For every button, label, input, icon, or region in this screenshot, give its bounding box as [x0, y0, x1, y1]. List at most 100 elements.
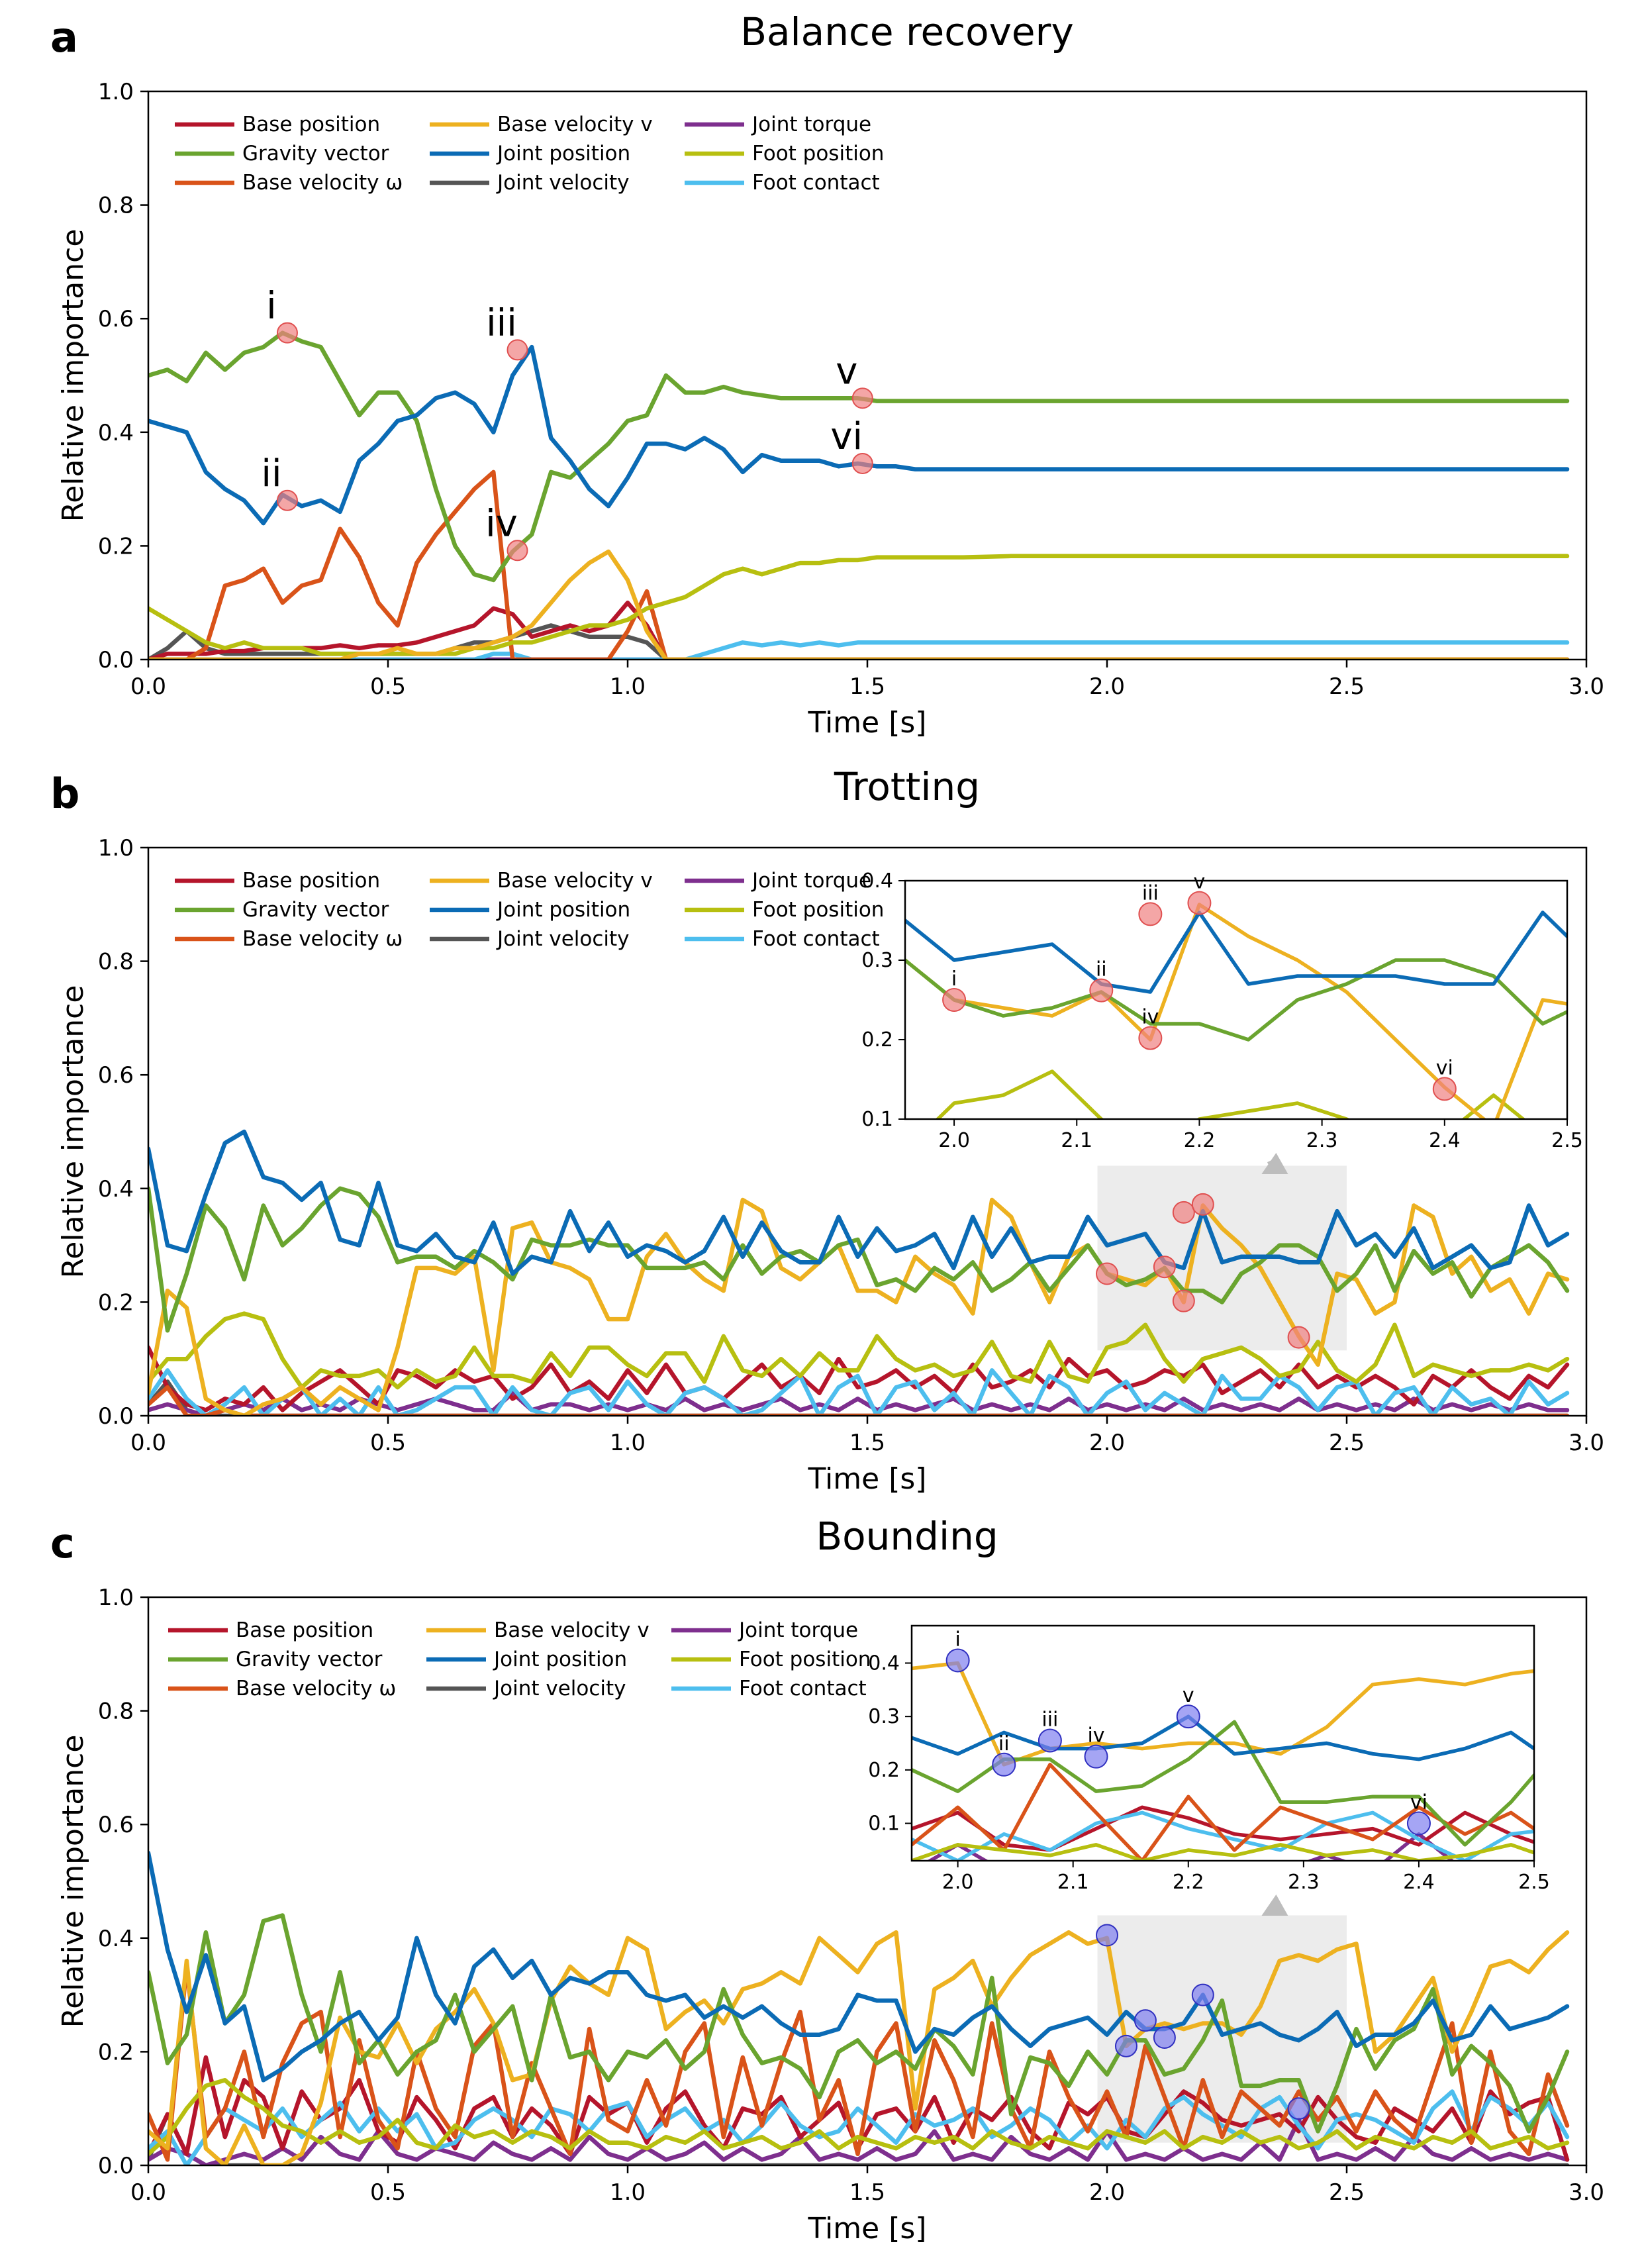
inset-marker-label: ii — [998, 1732, 1010, 1755]
series-line-foot-contact — [148, 1368, 1570, 1416]
y-tick-label: 0.6 — [98, 306, 134, 332]
marker-label: v — [836, 350, 857, 393]
panel-label: b — [50, 769, 79, 818]
marker-label: vi — [830, 415, 863, 458]
series-line-base-velocity-v — [148, 549, 1570, 660]
legend-label: Base velocity ω — [236, 1677, 396, 1701]
x-tick-label: 0.5 — [370, 1430, 406, 1456]
inset-x-tick-label: 2.2 — [1184, 1129, 1216, 1152]
x-tick-label: 3.0 — [1569, 673, 1604, 700]
inset-marker-vi — [1406, 1811, 1431, 1836]
inset-marker-label: iii — [1041, 1708, 1058, 1731]
y-tick-label: 0.0 — [98, 2153, 134, 2179]
inset-marker-iii — [1038, 1728, 1062, 1753]
y-tick-label: 1.0 — [98, 1585, 134, 1611]
legend-label: Foot contact — [752, 927, 880, 951]
inset-marker-ii — [992, 1752, 1016, 1777]
legend-label: Joint torque — [751, 869, 871, 893]
zoom-arrow-head — [1261, 1895, 1288, 1916]
inset-series-group — [905, 903, 1567, 1119]
inset-y-tick-label: 0.3 — [868, 1705, 900, 1728]
inset-x-tick-label: 2.5 — [1518, 1871, 1550, 1894]
legend-label: Base velocity ω — [242, 171, 403, 195]
y-tick-label: 0.0 — [98, 647, 134, 673]
inset-background — [905, 881, 1567, 1119]
legend-label: Gravity vector — [242, 142, 389, 166]
marker-ii — [1114, 2034, 1137, 2057]
inset-marker-label: iii — [1142, 881, 1159, 905]
marker-label: i — [266, 285, 277, 328]
inset-series-line-joint-position — [912, 1714, 1534, 1761]
y-tick-label: 1.0 — [98, 835, 134, 862]
inset-marker-i — [942, 988, 967, 1012]
marker-iii — [1172, 1201, 1195, 1224]
legend-label: Joint torque — [751, 113, 871, 136]
x-tick-label: 0.0 — [130, 1430, 166, 1456]
legend-label: Base position — [236, 1618, 373, 1642]
inset-marker-label: vi — [1436, 1056, 1453, 1079]
inset-marker-label: v — [1183, 1684, 1194, 1707]
inset-series-line-foot-position — [935, 1069, 1526, 1119]
y-tick-label: 0.8 — [98, 1699, 134, 1725]
inset-marker-label: iv — [1141, 1006, 1159, 1029]
inset-marker-label: vi — [1410, 1791, 1427, 1814]
x-tick-label: 2.0 — [1089, 2179, 1125, 2206]
inset-x-tick-label: 2.3 — [1288, 1871, 1320, 1894]
y-tick-label: 0.6 — [98, 1812, 134, 1838]
legend-label: Base velocity ω — [242, 927, 403, 951]
y-tick-label: 0.8 — [98, 949, 134, 975]
series-line-gravity-vector — [148, 1186, 1570, 1333]
inset-marker-v — [1187, 891, 1212, 915]
legend-label: Foot contact — [739, 1677, 867, 1701]
x-tick-label: 2.0 — [1089, 673, 1125, 700]
x-tick-label: 0.5 — [370, 673, 406, 700]
inset-x-tick-label: 2.4 — [1403, 1871, 1435, 1894]
marker-ii — [1153, 1256, 1176, 1279]
inset-marker-iii — [1138, 902, 1163, 926]
y-tick-label: 1.0 — [98, 79, 134, 105]
legend-label: Joint velocity — [496, 927, 630, 951]
legend-label: Gravity vector — [236, 1648, 383, 1671]
series-line-joint-torque — [148, 1391, 1570, 1416]
inset-y-tick-label: 0.3 — [861, 949, 893, 972]
series-line-base-velocity-v — [148, 1930, 1570, 2165]
y-axis-label: Relative importance — [56, 229, 90, 522]
marker-iii — [1134, 2009, 1157, 2032]
inset-y-tick-label: 0.4 — [868, 1652, 900, 1675]
inset-series-line-base-velocity-v — [912, 1661, 1534, 1767]
marker-vi — [851, 452, 873, 474]
legend-label: Base velocity v — [497, 869, 653, 893]
y-tick-label: 0.8 — [98, 193, 134, 219]
x-tick-label: 0.0 — [130, 673, 166, 700]
series-group — [148, 1129, 1570, 1416]
inset-x-tick-label: 2.3 — [1306, 1129, 1338, 1152]
series-line-gravity-vector — [148, 330, 1570, 583]
series-line-base-velocity-v — [148, 1197, 1570, 1416]
legend-label: Joint velocity — [493, 1677, 626, 1701]
series-line-joint-position — [148, 1129, 1570, 1276]
marker-v — [1191, 1193, 1214, 1216]
inset-marker-label: ii — [1096, 958, 1107, 981]
x-tick-label: 1.5 — [849, 673, 885, 700]
inset-frame — [910, 1624, 1535, 1862]
series-line-foot-contact — [148, 640, 1570, 660]
marker-v — [1191, 1983, 1214, 2006]
inset-y-tick-label: 0.1 — [868, 1812, 900, 1836]
x-axis-label: Time [s] — [808, 1462, 927, 1496]
series-line-foot-position — [148, 554, 1570, 656]
inset-x-tick-label: 2.4 — [1429, 1129, 1461, 1152]
marker-label: ii — [261, 452, 281, 495]
series-line-foot-position — [148, 2078, 1570, 2157]
legend-label: Foot position — [752, 142, 884, 166]
marker-i — [1096, 1924, 1118, 1947]
inset-x-tick-label: 2.5 — [1551, 1129, 1583, 1152]
inset-marker-vi — [1432, 1077, 1457, 1101]
x-tick-label: 1.0 — [610, 1430, 646, 1456]
inset-y-tick-label: 0.2 — [861, 1028, 893, 1052]
series-line-base-position — [148, 600, 1570, 660]
series-line-joint-torque — [148, 2118, 1570, 2165]
legend-label: Joint position — [496, 142, 630, 166]
y-tick-label: 0.4 — [98, 420, 134, 446]
inset-frame — [904, 879, 1569, 1120]
panel-c: c Bounding 0.0 0.5 1.0 1.5 2.0 2.5 3.0 0.0 0.2 0.4 0… — [50, 1514, 1604, 2245]
